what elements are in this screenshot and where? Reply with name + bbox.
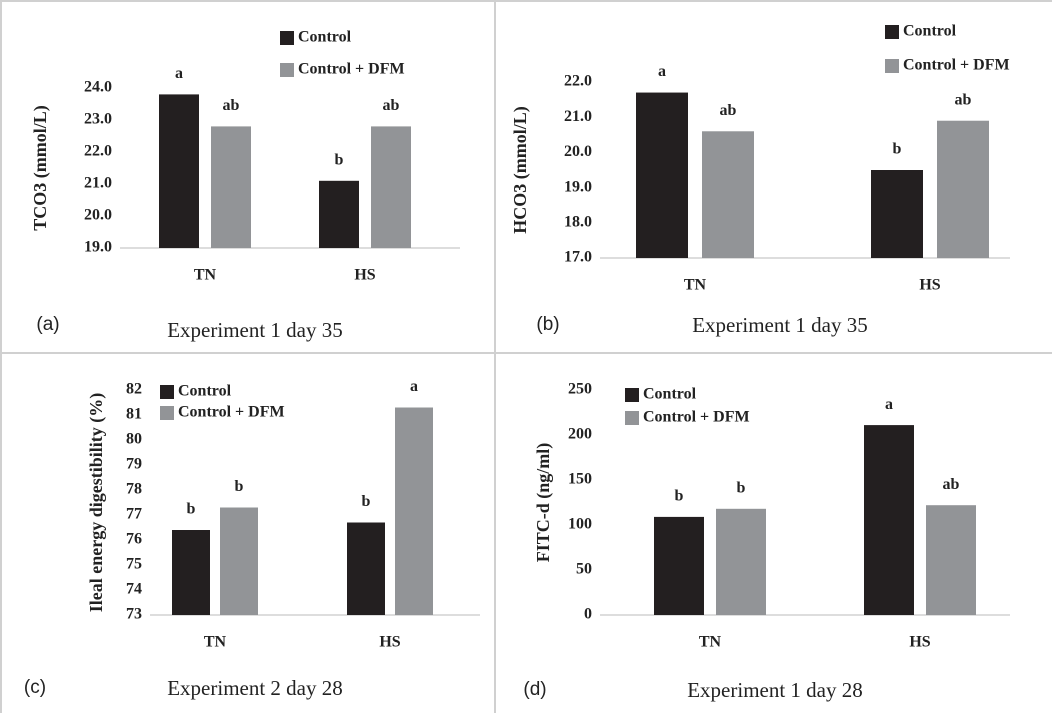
y-tick-label: 22.0 bbox=[84, 143, 112, 160]
y-axis-label: Ileal energy digestibility (%) bbox=[86, 393, 107, 612]
y-tick-label: 24.0 bbox=[84, 79, 112, 96]
y-tick-label: 20.0 bbox=[84, 207, 112, 224]
significance-letter: ab bbox=[223, 97, 240, 114]
bar bbox=[347, 522, 385, 615]
panel-label: (d) bbox=[523, 679, 546, 700]
y-tick-label: 20.0 bbox=[564, 143, 592, 160]
significance-letter: ab bbox=[720, 102, 737, 119]
bar bbox=[654, 516, 704, 615]
bar bbox=[937, 120, 989, 258]
y-tick-label: 23.0 bbox=[84, 111, 112, 128]
significance-letter: ab bbox=[943, 476, 960, 493]
legend-swatch bbox=[625, 388, 639, 402]
y-tick-label: 75 bbox=[126, 556, 142, 573]
significance-letter: b bbox=[187, 501, 196, 518]
bar bbox=[172, 530, 210, 615]
bar bbox=[716, 508, 766, 615]
y-axis-label: FITC-d (ng/ml) bbox=[533, 443, 554, 563]
bar bbox=[636, 92, 688, 258]
caption: Experiment 1 day 35 bbox=[167, 318, 343, 342]
y-tick-label: 200 bbox=[568, 426, 592, 443]
significance-letter: b bbox=[893, 141, 902, 158]
legend-label: Control bbox=[643, 386, 697, 403]
y-tick-label: 73 bbox=[126, 606, 142, 623]
legend-swatch bbox=[280, 63, 294, 77]
y-tick-label: 0 bbox=[584, 606, 592, 623]
y-tick-label: 100 bbox=[568, 516, 592, 533]
legend-swatch bbox=[160, 406, 174, 420]
y-tick-label: 80 bbox=[126, 431, 142, 448]
legend-label: Control bbox=[298, 29, 352, 46]
y-tick-label: 250 bbox=[568, 381, 592, 398]
x-tick-label: TN bbox=[194, 267, 217, 284]
bar bbox=[702, 131, 754, 258]
y-tick-label: 81 bbox=[126, 406, 142, 423]
y-tick-label: 19.0 bbox=[84, 239, 112, 256]
bar bbox=[220, 507, 258, 615]
legend-swatch bbox=[885, 25, 899, 39]
bar bbox=[211, 126, 251, 248]
legend-label: Control bbox=[178, 383, 232, 400]
y-tick-label: 17.0 bbox=[564, 249, 592, 266]
legend-swatch bbox=[160, 385, 174, 399]
panel-label: (a) bbox=[36, 314, 59, 335]
caption: Experiment 2 day 28 bbox=[167, 676, 343, 700]
y-tick-label: 22.0 bbox=[564, 73, 592, 90]
x-tick-label: TN bbox=[699, 634, 722, 651]
y-tick-label: 18.0 bbox=[564, 213, 592, 230]
significance-letter: ab bbox=[955, 91, 972, 108]
y-tick-label: 78 bbox=[126, 481, 142, 498]
significance-letter: b bbox=[335, 151, 344, 168]
significance-letter: ab bbox=[383, 97, 400, 114]
bar bbox=[319, 180, 359, 248]
y-tick-label: 74 bbox=[126, 581, 142, 598]
y-axis-label: TCO3 (mmol/L) bbox=[30, 105, 51, 231]
x-tick-label: HS bbox=[354, 267, 375, 284]
y-tick-label: 150 bbox=[568, 471, 592, 488]
significance-letter: a bbox=[175, 65, 183, 82]
bar bbox=[871, 170, 923, 258]
bar bbox=[926, 505, 976, 615]
significance-letter: b bbox=[235, 478, 244, 495]
y-tick-label: 50 bbox=[576, 561, 592, 578]
significance-letter: a bbox=[885, 396, 893, 413]
significance-letter: a bbox=[658, 63, 666, 80]
legend-swatch bbox=[280, 31, 294, 45]
x-tick-label: TN bbox=[204, 634, 227, 651]
legend-label: Control + DFM bbox=[643, 409, 750, 426]
y-tick-label: 19.0 bbox=[564, 178, 592, 195]
bar bbox=[159, 94, 199, 249]
y-tick-label: 79 bbox=[126, 456, 142, 473]
x-tick-label: TN bbox=[684, 277, 707, 294]
x-tick-label: HS bbox=[379, 634, 400, 651]
significance-letter: a bbox=[410, 378, 418, 395]
y-tick-label: 77 bbox=[126, 506, 142, 523]
caption: Experiment 1 day 28 bbox=[687, 678, 863, 702]
y-tick-label: 21.0 bbox=[84, 175, 112, 192]
y-tick-label: 82 bbox=[126, 381, 142, 398]
x-tick-label: HS bbox=[909, 634, 930, 651]
y-axis-label: HCO3 (mmol/L) bbox=[510, 106, 531, 234]
x-tick-label: HS bbox=[919, 277, 940, 294]
legend-label: Control bbox=[903, 23, 957, 40]
legend-label: Control + DFM bbox=[298, 61, 405, 78]
panel-label: (c) bbox=[24, 677, 46, 698]
significance-letter: b bbox=[362, 493, 371, 510]
bar bbox=[395, 407, 433, 615]
y-tick-label: 76 bbox=[126, 531, 142, 548]
significance-letter: b bbox=[737, 479, 746, 496]
legend-swatch bbox=[885, 59, 899, 73]
legend-label: Control + DFM bbox=[178, 404, 285, 421]
bar bbox=[864, 425, 914, 615]
legend-swatch bbox=[625, 411, 639, 425]
caption: Experiment 1 day 35 bbox=[692, 313, 868, 337]
bar bbox=[371, 126, 411, 248]
panel-label: (b) bbox=[536, 314, 559, 335]
significance-letter: b bbox=[675, 488, 684, 505]
legend-label: Control + DFM bbox=[903, 57, 1010, 74]
y-tick-label: 21.0 bbox=[564, 108, 592, 125]
